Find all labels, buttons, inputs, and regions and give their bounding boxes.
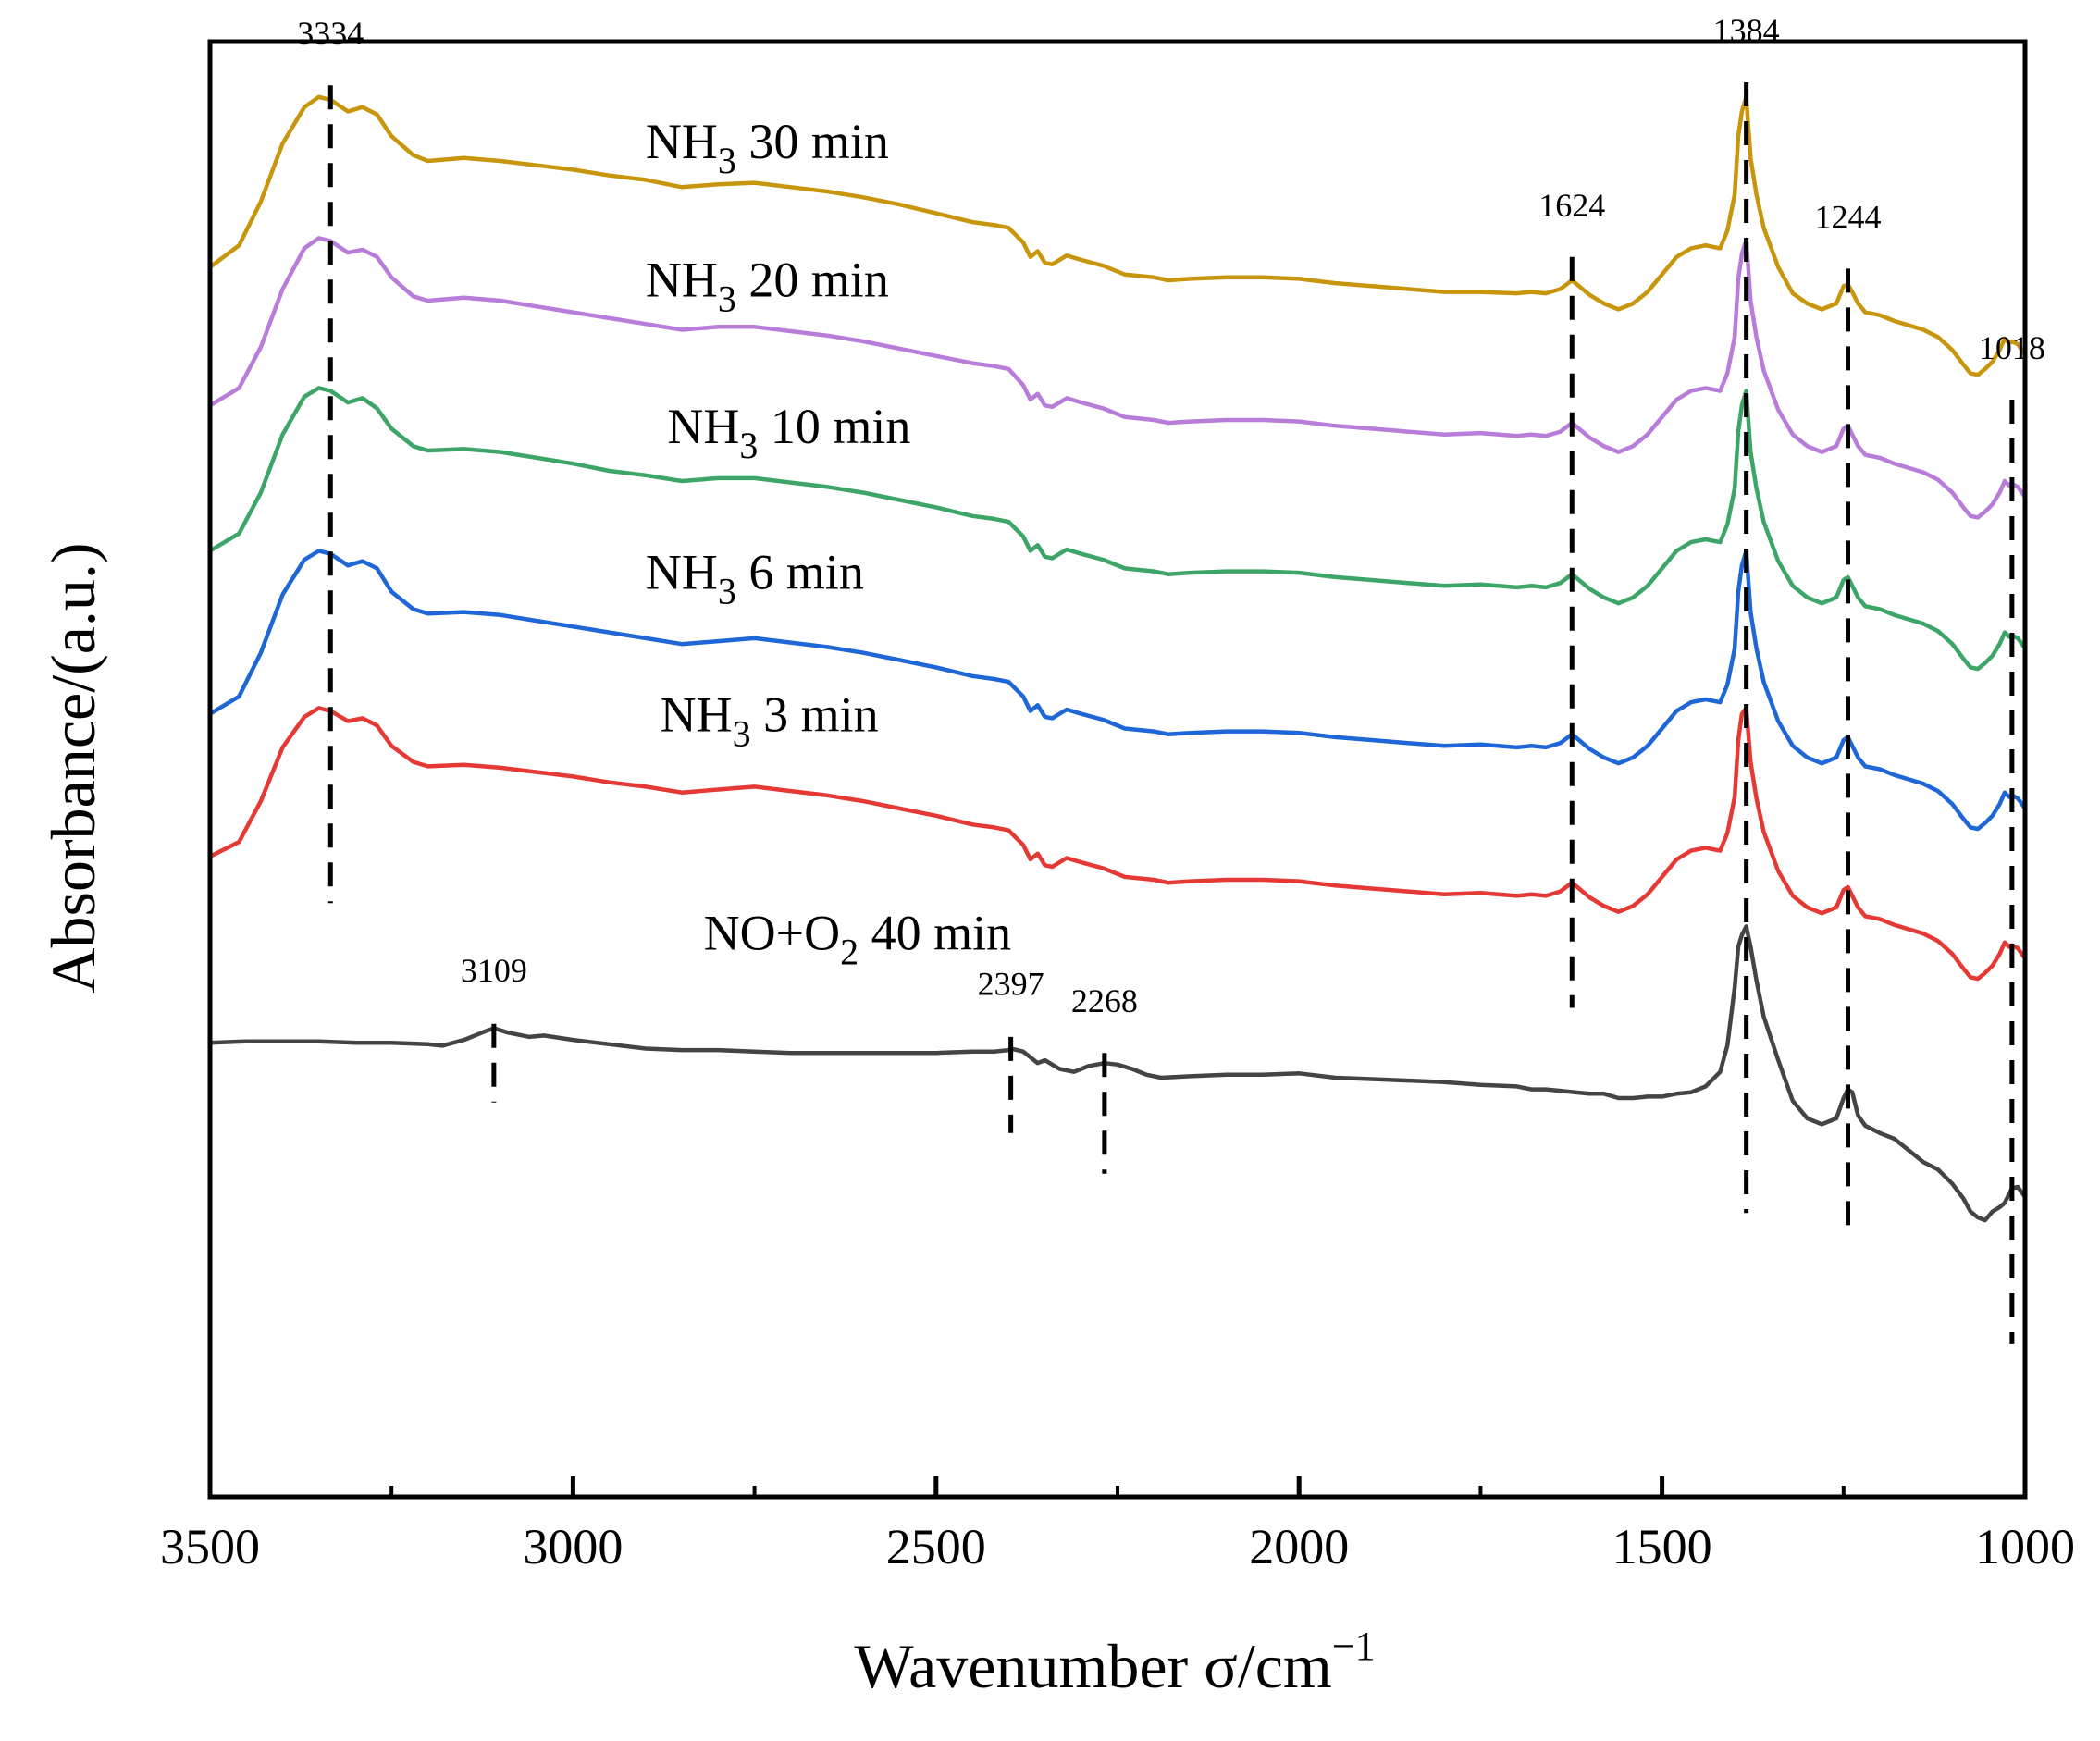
series-label-main: NH xyxy=(661,687,733,743)
peak-label-2268: 2268 xyxy=(1071,982,1138,1019)
series-label-subscript: 3 xyxy=(739,425,758,466)
series-line-nh3-3-min xyxy=(207,706,2028,982)
peak-label-2397: 2397 xyxy=(978,965,1044,1002)
x-tick-label-2500: 2500 xyxy=(886,1519,986,1574)
series-label-tail: 20 min xyxy=(736,252,889,307)
series-label-tail: 30 min xyxy=(736,114,889,169)
series-label-subscript: 3 xyxy=(733,713,751,755)
series-label-main: NH xyxy=(646,252,718,307)
series-label-subscript: 3 xyxy=(718,278,736,319)
series-label-tail: 3 min xyxy=(751,687,879,743)
x-tick-label-2000: 2000 xyxy=(1249,1519,1349,1574)
y-axis-title: Absorbance/(a.u.) xyxy=(38,542,108,993)
series-label-subscript: 3 xyxy=(718,140,736,181)
series-line-nh3-6-min xyxy=(207,549,2028,832)
peak-label-1244: 1244 xyxy=(1815,198,1882,235)
x-axis-title-superscript: −1 xyxy=(1332,1624,1376,1669)
series-label-subscript: 3 xyxy=(718,570,736,611)
series-label-subscript: 2 xyxy=(840,932,859,973)
series-label-main: NH xyxy=(646,114,718,169)
series-line-no-o2-40-min xyxy=(207,924,2028,1223)
x-tick-label-1500: 1500 xyxy=(1612,1519,1712,1574)
series-label-main: NH xyxy=(646,544,718,599)
series-label-main: NH xyxy=(667,399,739,454)
x-tick-label-3000: 3000 xyxy=(523,1519,623,1574)
peak-label-3334: 3334 xyxy=(297,15,364,52)
series-label-nh3-10-min: NH3 10 min xyxy=(667,399,910,466)
series-line-nh3-10-min xyxy=(207,386,2028,672)
series-label-nh3-20-min: NH3 20 min xyxy=(646,252,889,319)
series-line-nh3-30-min xyxy=(207,94,2028,377)
peak-label-1018: 1018 xyxy=(1979,329,2045,366)
peak-label-3109: 3109 xyxy=(461,952,527,989)
series-label-nh3-6-min: NH3 6 min xyxy=(646,544,864,611)
x-tick-label-1000: 1000 xyxy=(1975,1519,2075,1574)
x-axis-title: Wavenumber σ/cm−1 xyxy=(854,1624,1375,1701)
series-label-tail: 10 min xyxy=(758,399,910,454)
series-label-tail: 6 min xyxy=(736,544,864,599)
series-label-nh3-30-min: NH3 30 min xyxy=(646,114,889,181)
series-label-no-o2-40-min: NO+O2 40 min xyxy=(704,906,1011,973)
x-tick-label-3500: 3500 xyxy=(160,1519,260,1574)
x-axis-title-main: Wavenumber σ/cm xyxy=(854,1631,1331,1701)
spectra-traces xyxy=(207,94,2028,1223)
series-label-tail: 40 min xyxy=(859,906,1011,961)
series-label-nh3-3-min: NH3 3 min xyxy=(661,687,879,755)
peak-label-1624: 1624 xyxy=(1538,187,1605,224)
series-label-main: NO+O xyxy=(704,906,840,961)
series-line-nh3-20-min xyxy=(207,236,2028,520)
x-axis: 3500 3000 2500 2000 1500 1000 xyxy=(160,1476,2075,1574)
